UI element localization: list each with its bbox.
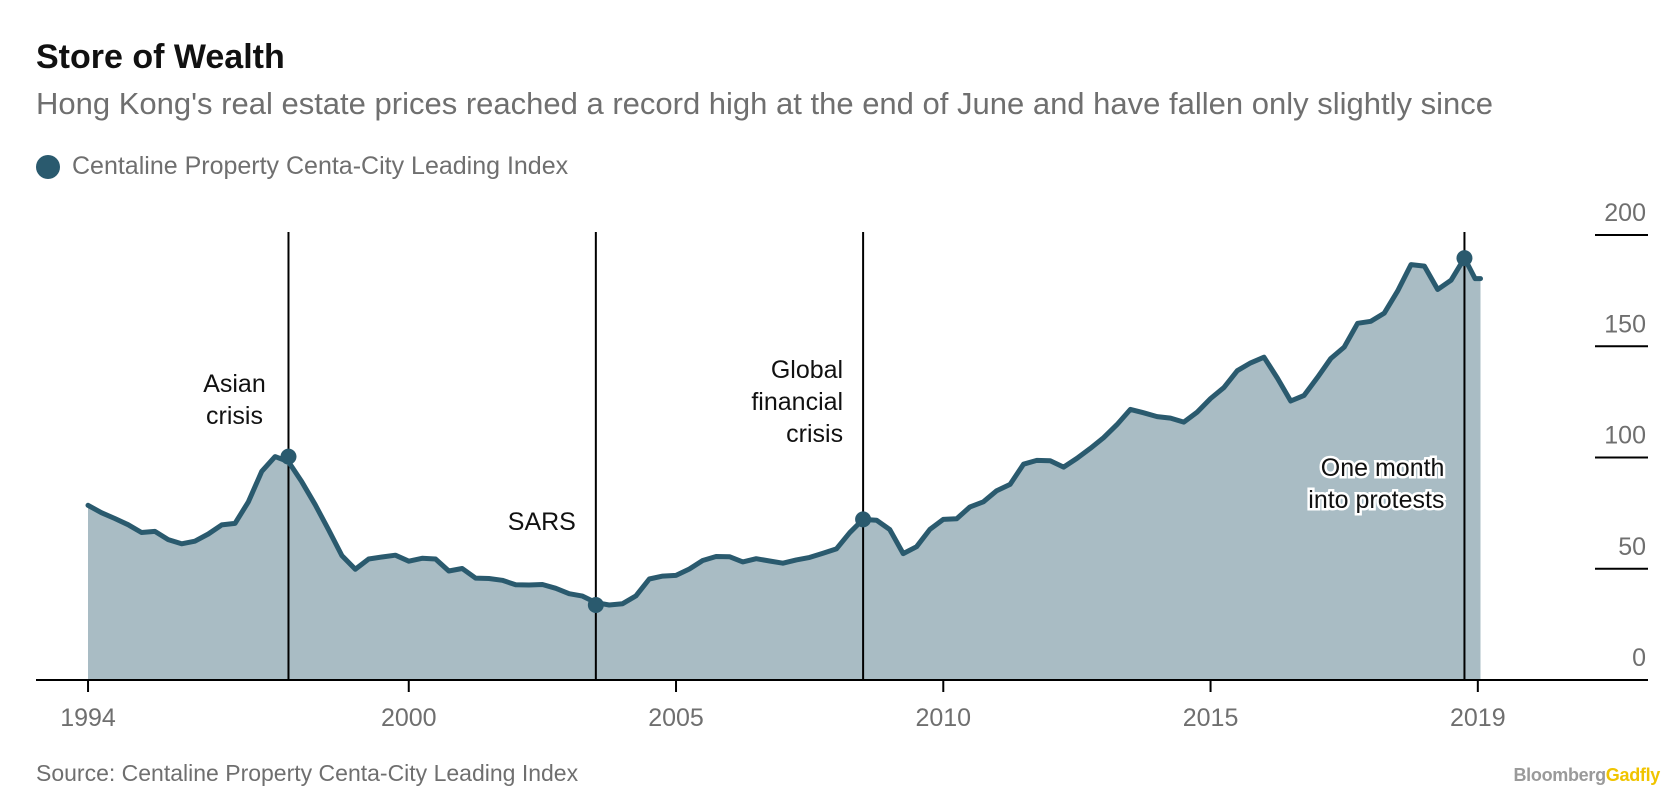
annotation-sars-line-1: SARS — [508, 508, 576, 536]
legend-dot-icon — [36, 154, 60, 179]
x-tick-label-2000: 2000 — [381, 704, 437, 732]
annotation-one-month-into-protests-line-1: One month — [1321, 454, 1445, 482]
legend-label: Centaline Property Centa-City Leading In… — [72, 152, 569, 180]
bloomberg-gadfly-logo: BloombergGadfly — [1513, 765, 1660, 786]
y-tick-label-200: 200 — [1604, 199, 1646, 227]
logo-gadfly: Gadfly — [1605, 765, 1661, 785]
chart-title: Store of Wealth — [36, 38, 285, 76]
series-line — [85, 255, 1483, 608]
y-tick-label-100: 100 — [1604, 422, 1646, 450]
highlight-point-3 — [1456, 250, 1473, 267]
annotation-one-month-into-protests-line-2: into protests — [1308, 486, 1444, 514]
y-tick-label-150: 150 — [1604, 310, 1646, 338]
y-tick-label-0: 0 — [1632, 644, 1646, 672]
x-tick-label-2010: 2010 — [915, 704, 971, 732]
logo-bloomberg: Bloomberg — [1513, 765, 1606, 785]
x-tick-label-2019: 2019 — [1450, 704, 1506, 732]
source-note: Source: Centaline Property Centa-City Le… — [36, 760, 579, 786]
chart-subtitle: Hong Kong's real estate prices reached a… — [36, 86, 1493, 121]
annotation-global-financial-crisis-line-1: Global — [771, 356, 843, 384]
series-area-fill — [88, 258, 1481, 680]
highlight-point-2 — [855, 511, 872, 528]
x-tick-label-2015: 2015 — [1183, 704, 1239, 732]
annotation-asian-crisis-line-2: crisis — [206, 402, 263, 430]
annotation-global-financial-crisis-line-2: financial — [751, 388, 843, 416]
highlight-point-1 — [587, 597, 604, 614]
annotation-global-financial-crisis-line-3: crisis — [786, 420, 843, 448]
legend: Centaline Property Centa-City Leading In… — [36, 152, 568, 181]
y-tick-label-50: 50 — [1618, 533, 1646, 561]
x-tick-label-2005: 2005 — [648, 704, 704, 732]
highlight-point-0 — [280, 448, 297, 465]
annotation-asian-crisis-line-1: Asian — [203, 370, 266, 398]
x-tick-label-1994: 1994 — [60, 704, 116, 732]
